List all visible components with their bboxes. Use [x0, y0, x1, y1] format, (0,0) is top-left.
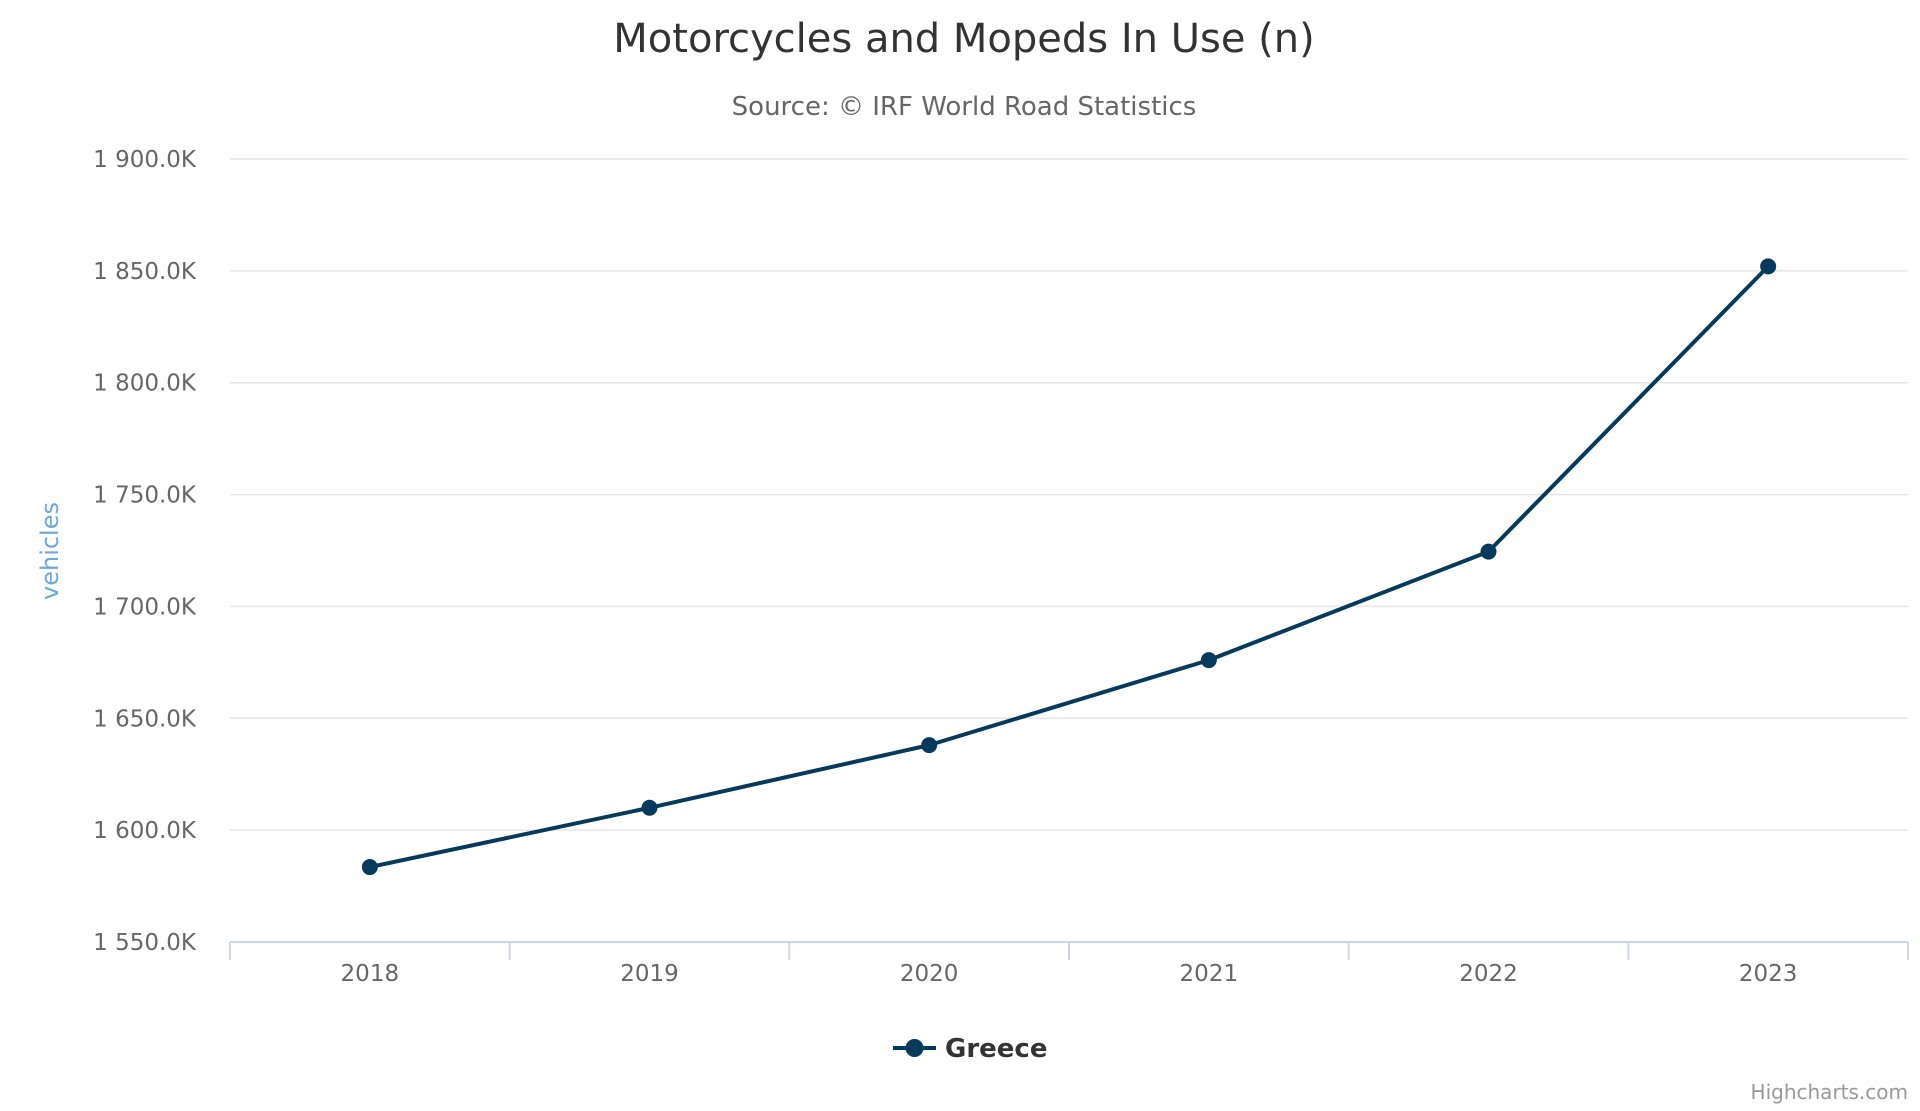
data-point-2019[interactable]: [641, 799, 658, 816]
y-tick-label: 1 750.0K: [93, 483, 197, 509]
y-axis-label: vehicles: [36, 502, 64, 600]
chart-title: Motorcycles and Mopeds In Use (n): [613, 16, 1314, 62]
data-point-2022[interactable]: [1480, 543, 1497, 560]
x-tick-label: 2020: [900, 961, 959, 987]
y-axis-ticks: 1 550.0K 1 600.0K 1 650.0K 1 700.0K 1 750.0K…: [93, 147, 197, 956]
x-tick-label: 2019: [620, 961, 679, 987]
y-tick-label: 1 900.0K: [93, 147, 197, 173]
chart-subtitle: Source: © IRF World Road Statistics: [732, 92, 1197, 122]
data-point-2023[interactable]: [1760, 258, 1777, 275]
y-tick-label: 1 700.0K: [93, 594, 197, 620]
x-axis: 2018 2019 2020 2021 2022 2023: [229, 941, 1909, 987]
y-tick-label: 1 800.0K: [93, 371, 197, 397]
x-tick-label: 2022: [1459, 961, 1518, 987]
x-tick-label: 2021: [1180, 961, 1239, 987]
legend[interactable]: Greece: [893, 1034, 1047, 1064]
x-tick-label: 2018: [341, 961, 400, 987]
series-line-greece: [367, 264, 1771, 870]
legend-label-greece[interactable]: Greece: [945, 1034, 1047, 1064]
y-tick-label: 1 850.0K: [93, 259, 197, 285]
highcharts-credit[interactable]: Highcharts.com: [1751, 1080, 1908, 1104]
data-point-2020[interactable]: [921, 737, 938, 754]
x-tick-label: 2023: [1739, 961, 1798, 987]
y-tick-label: 1 600.0K: [93, 818, 197, 844]
data-point-2021[interactable]: [1200, 652, 1217, 669]
legend-marker: [905, 1039, 924, 1057]
series-layer: [361, 258, 1777, 876]
gridlines: [230, 158, 1908, 831]
y-tick-label: 1 650.0K: [93, 706, 197, 732]
y-tick-label: 1 550.0K: [93, 930, 197, 956]
data-point-2018[interactable]: [361, 859, 378, 876]
